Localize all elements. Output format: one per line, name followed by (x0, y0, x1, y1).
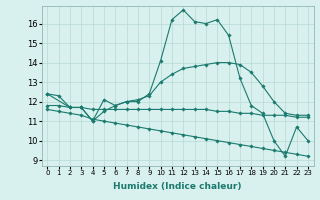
X-axis label: Humidex (Indice chaleur): Humidex (Indice chaleur) (113, 182, 242, 191)
